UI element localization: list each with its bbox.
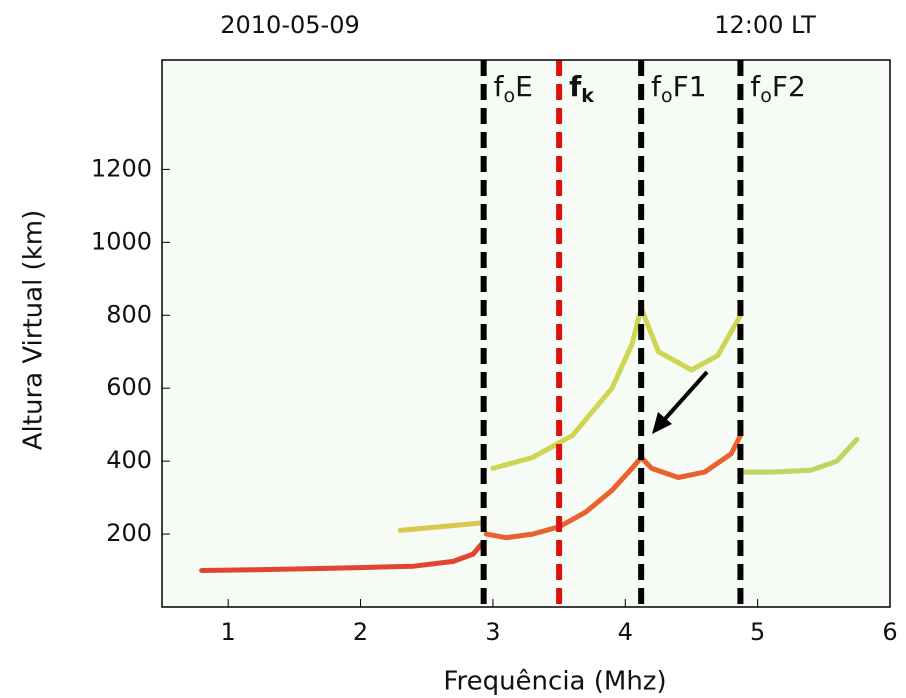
marker-label-main: f	[750, 70, 761, 103]
y-tick-label: 200	[106, 519, 152, 547]
arrow	[662, 370, 709, 422]
x-tick-label: 2	[353, 618, 368, 646]
x-tick-label: 3	[485, 618, 500, 646]
y-tick-label: 1200	[91, 154, 152, 182]
marker-label-sub: o	[504, 85, 516, 107]
marker-label-suffix: F2	[772, 70, 806, 103]
marker-label: foE	[494, 70, 533, 107]
marker-label: foF1	[651, 70, 706, 107]
marker-label-sub: k	[581, 85, 594, 107]
marker-label-main: f	[494, 70, 505, 103]
marker-label-suffix: F1	[673, 70, 707, 103]
x-tick-label: 1	[221, 618, 236, 646]
x-axis-label: Frequência (Mhz)	[443, 667, 666, 697]
trace	[397, 520, 483, 533]
y-tick-label: 400	[106, 446, 152, 474]
marker-label-sub: o	[760, 85, 772, 107]
y-tick-label: 1000	[91, 227, 152, 255]
arrow-head	[652, 412, 672, 434]
plot-background	[162, 60, 890, 607]
marker-label: foF2	[750, 70, 805, 107]
trace	[199, 540, 485, 573]
trace	[490, 305, 743, 471]
marker-label-main: f	[569, 70, 582, 103]
x-tick-label: 6	[882, 618, 897, 646]
y-axis-label: Altura Virtual (km)	[19, 210, 49, 450]
marker-label: fk	[569, 70, 594, 107]
marker-label-sub: o	[661, 85, 673, 107]
marker-label-suffix: E	[515, 70, 533, 103]
plot-frame	[161, 59, 891, 608]
marker-label-main: f	[651, 70, 662, 103]
trace	[737, 436, 860, 475]
y-tick-label: 600	[106, 373, 152, 401]
x-tick-label: 5	[750, 618, 765, 646]
date-title: 2010-05-09	[220, 11, 359, 39]
trace	[483, 433, 743, 541]
x-tick-label: 4	[618, 618, 633, 646]
time-title: 12:00 LT	[714, 11, 816, 39]
y-tick-label: 800	[106, 300, 152, 328]
